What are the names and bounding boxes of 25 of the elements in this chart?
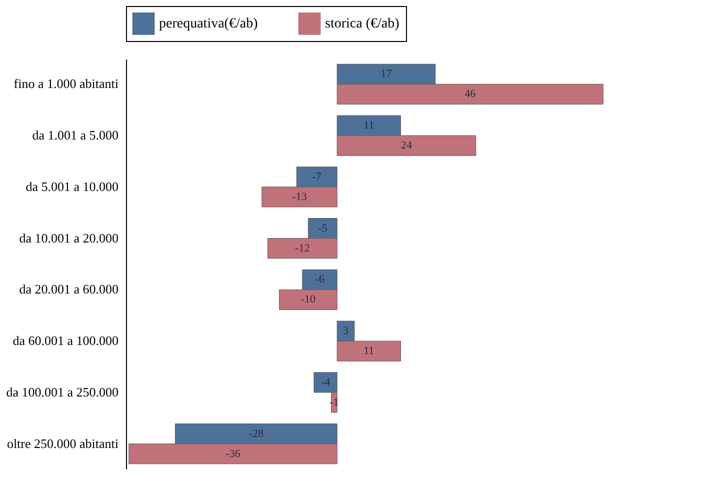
data-label: -13 <box>292 190 308 203</box>
y-tick-label: da 100.001 a 250.000 <box>6 384 118 400</box>
y-tick-label: da 60.001 a 100.000 <box>12 333 118 348</box>
y-tick-label: da 20.001 a 60.000 <box>19 282 118 297</box>
data-label: -28 <box>248 428 264 440</box>
y-tick-label: da 1.001 a 5.000 <box>32 128 118 143</box>
data-label: 24 <box>400 140 412 152</box>
data-label: 11 <box>364 120 374 132</box>
legend-label: storica (€/ab) <box>325 16 400 32</box>
data-label: -10 <box>300 294 316 306</box>
y-tick-label: oltre 250.000 abitanti <box>6 436 119 451</box>
data-label: 11 <box>364 345 374 358</box>
data-label: 3 <box>343 325 350 338</box>
data-label: -6 <box>315 274 325 286</box>
data-label: -5 <box>318 222 328 234</box>
data-label: 17 <box>380 68 392 80</box>
y-tick-label: fino a 1.000 abitanti <box>14 76 119 92</box>
data-label: -36 <box>226 448 241 460</box>
data-label: -4 <box>320 376 331 388</box>
y-tick-label: da 5.001 a 10.000 <box>26 178 118 194</box>
data-label: -12 <box>295 242 310 254</box>
y-tick-label: da 10.001 a 20.000 <box>19 230 118 246</box>
legend-label: perequativa(€/ab) <box>159 16 258 32</box>
data-label: 46 <box>464 88 476 100</box>
data-label: -7 <box>312 170 322 183</box>
